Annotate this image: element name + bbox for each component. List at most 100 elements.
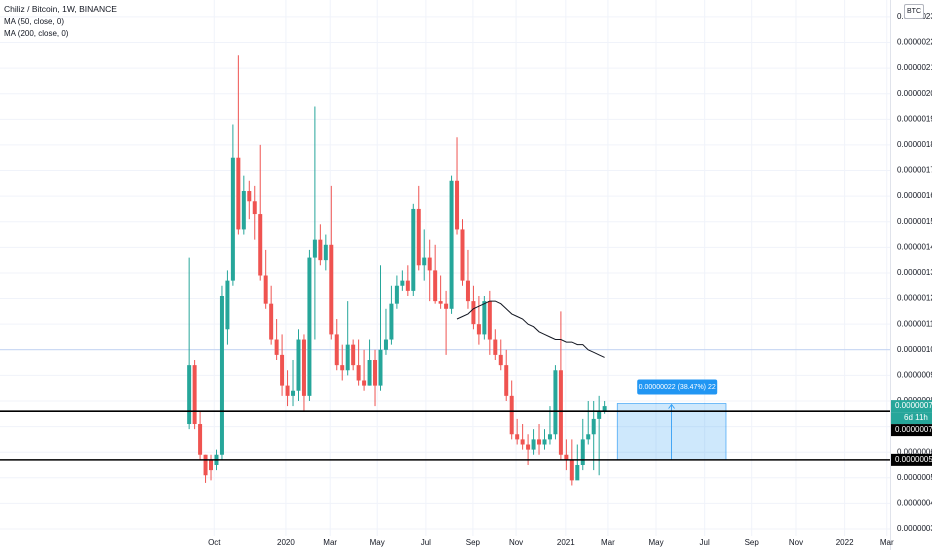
candle-body — [258, 214, 263, 276]
last-price-label: 0.00000078 — [895, 401, 932, 410]
candle-body — [383, 339, 388, 350]
y-tick-label: 0.00000040 — [897, 499, 932, 508]
candle-body — [378, 349, 383, 386]
candle-body — [198, 424, 203, 455]
y-tick-label: 0.00000210 — [897, 63, 932, 72]
y-tick-label: 0.00000160 — [897, 191, 932, 200]
candle-body — [526, 444, 531, 450]
candle-body — [580, 439, 585, 465]
ma50-line — [456, 300, 605, 358]
y-tick-label: 0.00000150 — [897, 217, 932, 226]
candle-body — [269, 303, 274, 340]
y-tick-label: 0.00000170 — [897, 166, 932, 175]
y-tick-label: 0.00000060 — [897, 447, 932, 456]
candle-body — [498, 354, 503, 366]
y-tick-label: 0.00000190 — [897, 114, 932, 123]
x-tick-label: 2022 — [836, 538, 854, 547]
countdown-bg — [891, 412, 932, 425]
candle-body — [252, 201, 257, 215]
candle-body — [433, 270, 438, 302]
candle-body — [569, 459, 574, 481]
measure-label-bg — [637, 379, 718, 395]
candle-body — [274, 339, 279, 355]
candle-body — [367, 360, 372, 386]
candle-body — [602, 406, 607, 412]
candle-body — [236, 157, 241, 230]
candle-body — [351, 344, 356, 366]
candle-body — [345, 344, 350, 371]
candle-body — [493, 339, 498, 355]
y-tick-label: 0.00000130 — [897, 268, 932, 277]
y-tick-label: 0.00000110 — [897, 319, 932, 328]
y-tick-label: 0.00000200 — [897, 89, 932, 98]
currency-button[interactable]: BTC — [904, 4, 924, 19]
candle-body — [553, 370, 558, 435]
y-tick-label: 0.00000120 — [897, 294, 932, 303]
candle-body — [515, 434, 520, 440]
candle-body — [564, 454, 569, 460]
candle-body — [263, 275, 268, 304]
candle-body — [471, 301, 476, 325]
candle-body — [537, 439, 542, 445]
candle-body — [504, 365, 509, 396]
candle-body — [476, 324, 481, 335]
x-tick-label: Jul — [421, 538, 431, 547]
x-tick-label: May — [370, 538, 385, 547]
candle-body — [318, 239, 323, 261]
x-tick-label: Jul — [700, 538, 710, 547]
candle-body — [247, 191, 252, 202]
candle-body — [482, 301, 487, 335]
x-tick-label: Mar — [601, 538, 615, 547]
candle-body — [334, 334, 339, 366]
candle-body — [219, 295, 224, 455]
candle-body — [400, 280, 405, 286]
candle-body — [455, 180, 460, 230]
candle-body — [411, 208, 416, 291]
hline-label-bg — [891, 453, 932, 466]
x-tick-label: Nov — [789, 538, 803, 547]
candle-body — [373, 360, 378, 386]
candle-body — [301, 339, 306, 396]
x-tick-label: Oct — [208, 538, 221, 547]
candle-body — [280, 354, 285, 386]
x-tick-label: Sep — [466, 538, 481, 547]
candle-body — [329, 244, 334, 335]
candle-body — [416, 208, 421, 266]
candle-body — [558, 370, 563, 455]
candle-body — [438, 301, 443, 304]
indicator-label[interactable]: MA (200, close, 0) — [4, 29, 69, 38]
indicator-label[interactable]: MA (50, close, 0) — [4, 17, 65, 26]
candle-body — [586, 434, 591, 440]
candle-body — [547, 434, 552, 440]
hline-label: 0.00000057 — [895, 455, 932, 464]
candle-body — [225, 280, 230, 330]
candle-body — [192, 365, 197, 425]
measure-label: 0.00000022 (38.47%) 22 — [639, 384, 716, 391]
candle-body — [531, 439, 536, 450]
hline-label-bg — [891, 424, 932, 437]
candle-body — [209, 459, 214, 471]
candle-body — [444, 303, 449, 309]
x-tick-label: May — [648, 538, 663, 547]
candle-body — [509, 395, 514, 435]
candle-body — [405, 280, 410, 291]
candle-body — [323, 244, 328, 261]
symbol-title: Chiliz / Bitcoin, 1W, BINANCE — [4, 4, 117, 14]
candle-body — [389, 303, 394, 340]
candle-body — [520, 439, 525, 445]
y-tick-label: 0.00000140 — [897, 242, 932, 251]
candle-body — [187, 365, 192, 425]
candle-body — [285, 385, 290, 396]
y-tick-label: 0.00000180 — [897, 140, 932, 149]
x-tick-label: Mar — [323, 538, 337, 547]
candle-body — [362, 380, 367, 386]
candle-body — [340, 365, 345, 371]
candle-body — [460, 229, 465, 281]
y-tick-label: 0.00000030 — [897, 524, 932, 533]
y-tick-label: 0.00000100 — [897, 345, 932, 354]
candle-body — [422, 257, 427, 266]
candle-body — [465, 280, 470, 302]
x-tick-label: Mar — [880, 538, 894, 547]
x-tick-label: Sep — [745, 538, 760, 547]
